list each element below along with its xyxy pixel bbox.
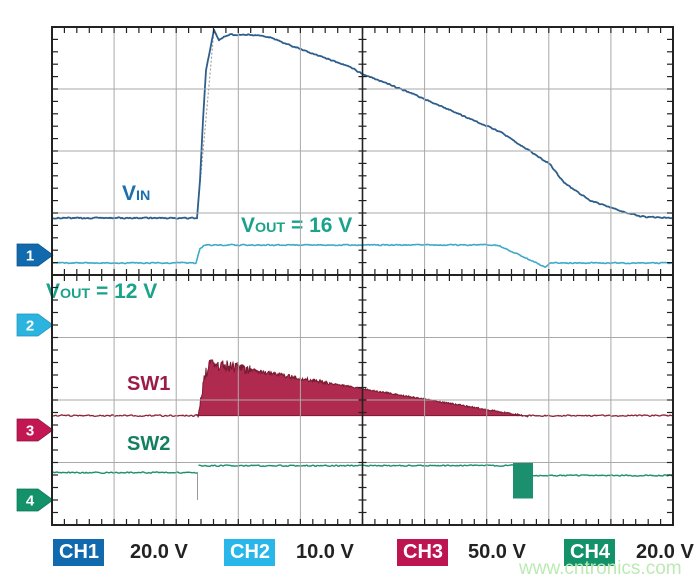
svg-text:4: 4	[26, 493, 35, 510]
svg-text:3: 3	[26, 423, 34, 440]
svg-text:1: 1	[26, 248, 34, 265]
svg-text:2: 2	[26, 318, 34, 335]
